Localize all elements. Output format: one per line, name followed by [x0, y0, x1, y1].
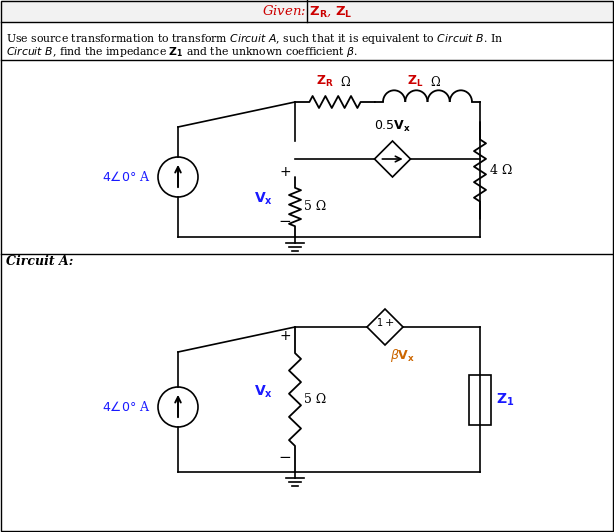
Text: +: + [384, 318, 394, 328]
Bar [469, 375, 491, 425]
Text: $\mathit{Circuit\ B}$, find the impedance $\mathbf{Z_1}$ and the unknown coeffic: $\mathit{Circuit\ B}$, find the impedanc… [6, 45, 358, 59]
Text: $4\angle 0°$ A: $4\angle 0°$ A [101, 400, 150, 414]
Text: +: + [279, 165, 291, 179]
Text: $\mathbf{V_x}$: $\mathbf{V_x}$ [254, 191, 273, 207]
Text: $4\angle 0°$ A: $4\angle 0°$ A [101, 170, 150, 184]
Text: 4 Ω: 4 Ω [490, 164, 512, 177]
Text: 5 Ω: 5 Ω [304, 201, 326, 213]
Text: +: + [279, 329, 291, 343]
Text: $\mathbf{Z_1}$: $\mathbf{Z_1}$ [496, 392, 515, 408]
Text: $\mathbf{Z_L}$: $\mathbf{Z_L}$ [407, 74, 423, 89]
Text: $\mathbf{Z_R}$: $\mathbf{Z_R}$ [316, 74, 334, 89]
Text: Circuit A:: Circuit A: [6, 255, 74, 268]
Polygon shape [367, 309, 403, 345]
Text: Ω: Ω [430, 76, 440, 89]
Polygon shape [375, 141, 411, 177]
Text: $0.5\mathbf{V_x}$: $0.5\mathbf{V_x}$ [374, 119, 411, 134]
Text: 1: 1 [377, 318, 383, 328]
Text: Use source transformation to transform $\mathit{Circuit\ A}$, such that it is eq: Use source transformation to transform $… [6, 32, 503, 46]
Text: $\mathbf{V_x}$: $\mathbf{V_x}$ [254, 383, 273, 400]
Text: Given: $\mathbf{Z_R}$, $\mathbf{Z_L}$: Given: $\mathbf{Z_R}$, $\mathbf{Z_L}$ [262, 3, 352, 19]
Text: −: − [279, 214, 292, 229]
Text: $\beta \mathbf{V_x}$: $\beta \mathbf{V_x}$ [390, 346, 415, 363]
Text: −: − [279, 450, 292, 464]
Text: 5 Ω: 5 Ω [304, 393, 326, 406]
Text: Ω: Ω [340, 76, 350, 89]
Bar [1, 0, 613, 22]
